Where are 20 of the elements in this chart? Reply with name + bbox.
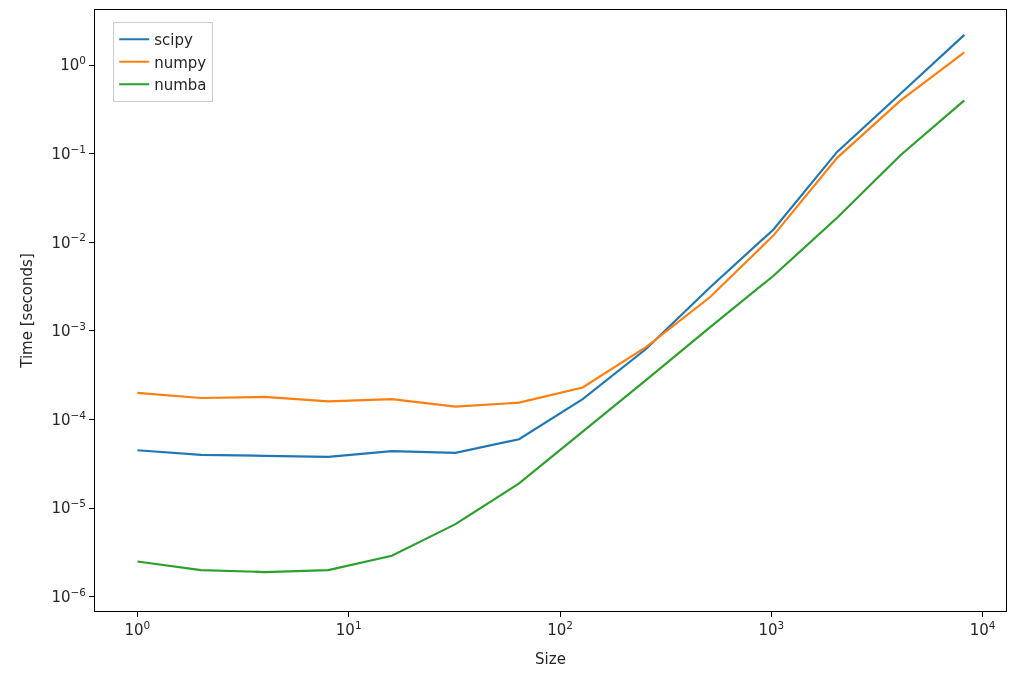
x-tick-label: 10$^{2}$ (547, 618, 573, 639)
x-tick-label: 10$^{3}$ (758, 618, 785, 639)
legend-label: numpy (154, 53, 207, 72)
y-tick-label: 10$^{−5}$ (51, 497, 86, 518)
y-axis-title: Time [seconds] (17, 253, 36, 369)
y-tick-label: 10$^{−4}$ (51, 408, 87, 429)
x-tick-label: 10$^{4}$ (969, 618, 996, 639)
legend-label: numba (154, 76, 207, 95)
y-tick-label: 10$^{−3}$ (51, 319, 86, 341)
y-tick-label: 10$^{−2}$ (51, 231, 86, 252)
line-series (136, 99, 966, 574)
y-tick-label: 10$^{−6}$ (51, 585, 87, 606)
x-tick-label: 10$^{1}$ (335, 618, 362, 639)
x-tick-label: 10$^{0}$ (124, 618, 151, 639)
y-tick-label: 10$^{−1}$ (51, 142, 86, 164)
line-series (136, 33, 966, 458)
y-tick-label: 10$^{0}$ (60, 54, 86, 75)
x-axis-title: Size (535, 650, 566, 668)
legend-label: scipy (154, 31, 193, 50)
line-series (136, 51, 966, 408)
